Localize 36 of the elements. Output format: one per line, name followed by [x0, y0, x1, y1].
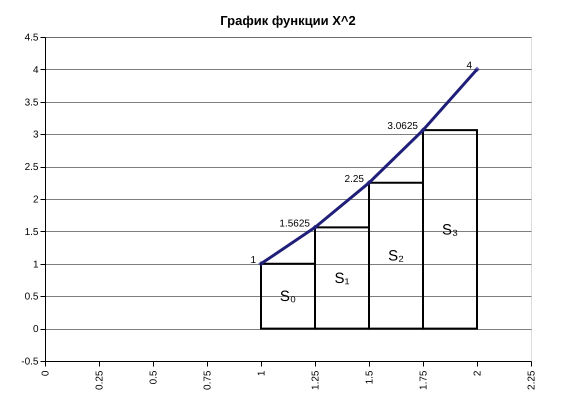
- chart-title: График функции X^2: [220, 13, 356, 28]
- x-tick-label: 1.5: [364, 370, 376, 384]
- data-label: 3.0625: [387, 121, 418, 132]
- y-tick-label: 4.5: [24, 32, 39, 44]
- x-tick-label: 1.75: [418, 370, 430, 390]
- point: [420, 127, 426, 133]
- y-tick-label: 4: [32, 64, 39, 76]
- data-label: 1: [250, 254, 256, 266]
- annotation: S₁: [334, 270, 350, 287]
- x-tick-label: 0: [40, 370, 52, 376]
- annotation: S₂: [388, 248, 404, 265]
- data-label: 4: [466, 60, 472, 72]
- y-tick-label: 3: [32, 130, 39, 141]
- y-tick-label: 2: [32, 194, 39, 206]
- x-tick-label: 2: [472, 370, 484, 376]
- point: [258, 261, 264, 267]
- x-tick-label: 1: [256, 370, 268, 376]
- point: [366, 180, 372, 186]
- point: [312, 224, 318, 230]
- x-tick-label: 0.75: [202, 370, 214, 390]
- x-tick-label: 2.25: [526, 370, 538, 390]
- data-label: 1.5625: [279, 218, 310, 230]
- x-tick-label: 1.25: [310, 370, 322, 390]
- data-label: 2.25: [344, 174, 364, 185]
- point: [474, 66, 480, 72]
- y-tick-label: 0: [32, 324, 39, 336]
- y-tick-label: 0.5: [24, 292, 39, 303]
- y-tick-label: -0.5: [21, 356, 39, 368]
- y-tick-label: 2.5: [24, 162, 39, 174]
- x-tick-label: 0.5: [148, 370, 160, 384]
- y-tick-label: 1: [32, 259, 39, 270]
- y-tick-label: 1.5: [24, 226, 39, 238]
- annotation: S₀: [280, 288, 296, 306]
- annotation: S₃: [442, 221, 458, 238]
- x-tick-label: 0.25: [94, 370, 106, 390]
- y-tick-label: 3.5: [24, 97, 39, 108]
